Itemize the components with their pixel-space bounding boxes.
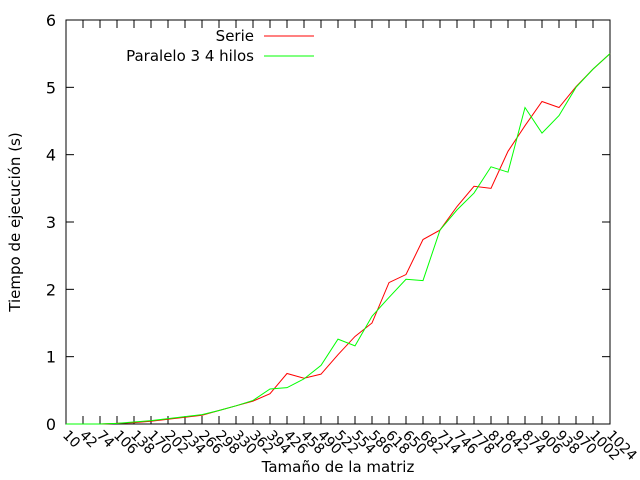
y-axis-title: Tiempo de ejecución (s) [6, 132, 24, 312]
axes [65, 19, 611, 425]
legend: Serie Paralelo 3 4 hilos [126, 27, 314, 65]
y-tick-label: 3 [46, 213, 56, 232]
legend-label: Serie [216, 27, 254, 45]
y-axis-ticks: 0 1 2 3 4 5 6 [46, 11, 610, 434]
plot-frame [65, 19, 611, 425]
x-axis-title: Tamaño de la matriz [261, 458, 415, 476]
y-tick-label: 0 [46, 415, 56, 434]
y-tick-label: 6 [46, 11, 56, 30]
y-tick-label: 4 [46, 146, 56, 165]
y-tick-label: 1 [46, 348, 56, 367]
legend-label: Paralelo 3 4 hilos [126, 47, 254, 65]
x-axis-ticks: 1042741061381702022342662983303623944264… [59, 20, 640, 464]
series-lines [66, 53, 611, 425]
y-tick-label: 2 [46, 280, 56, 299]
series-line [66, 53, 611, 425]
series-line [66, 53, 611, 425]
y-tick-label: 5 [46, 78, 56, 97]
